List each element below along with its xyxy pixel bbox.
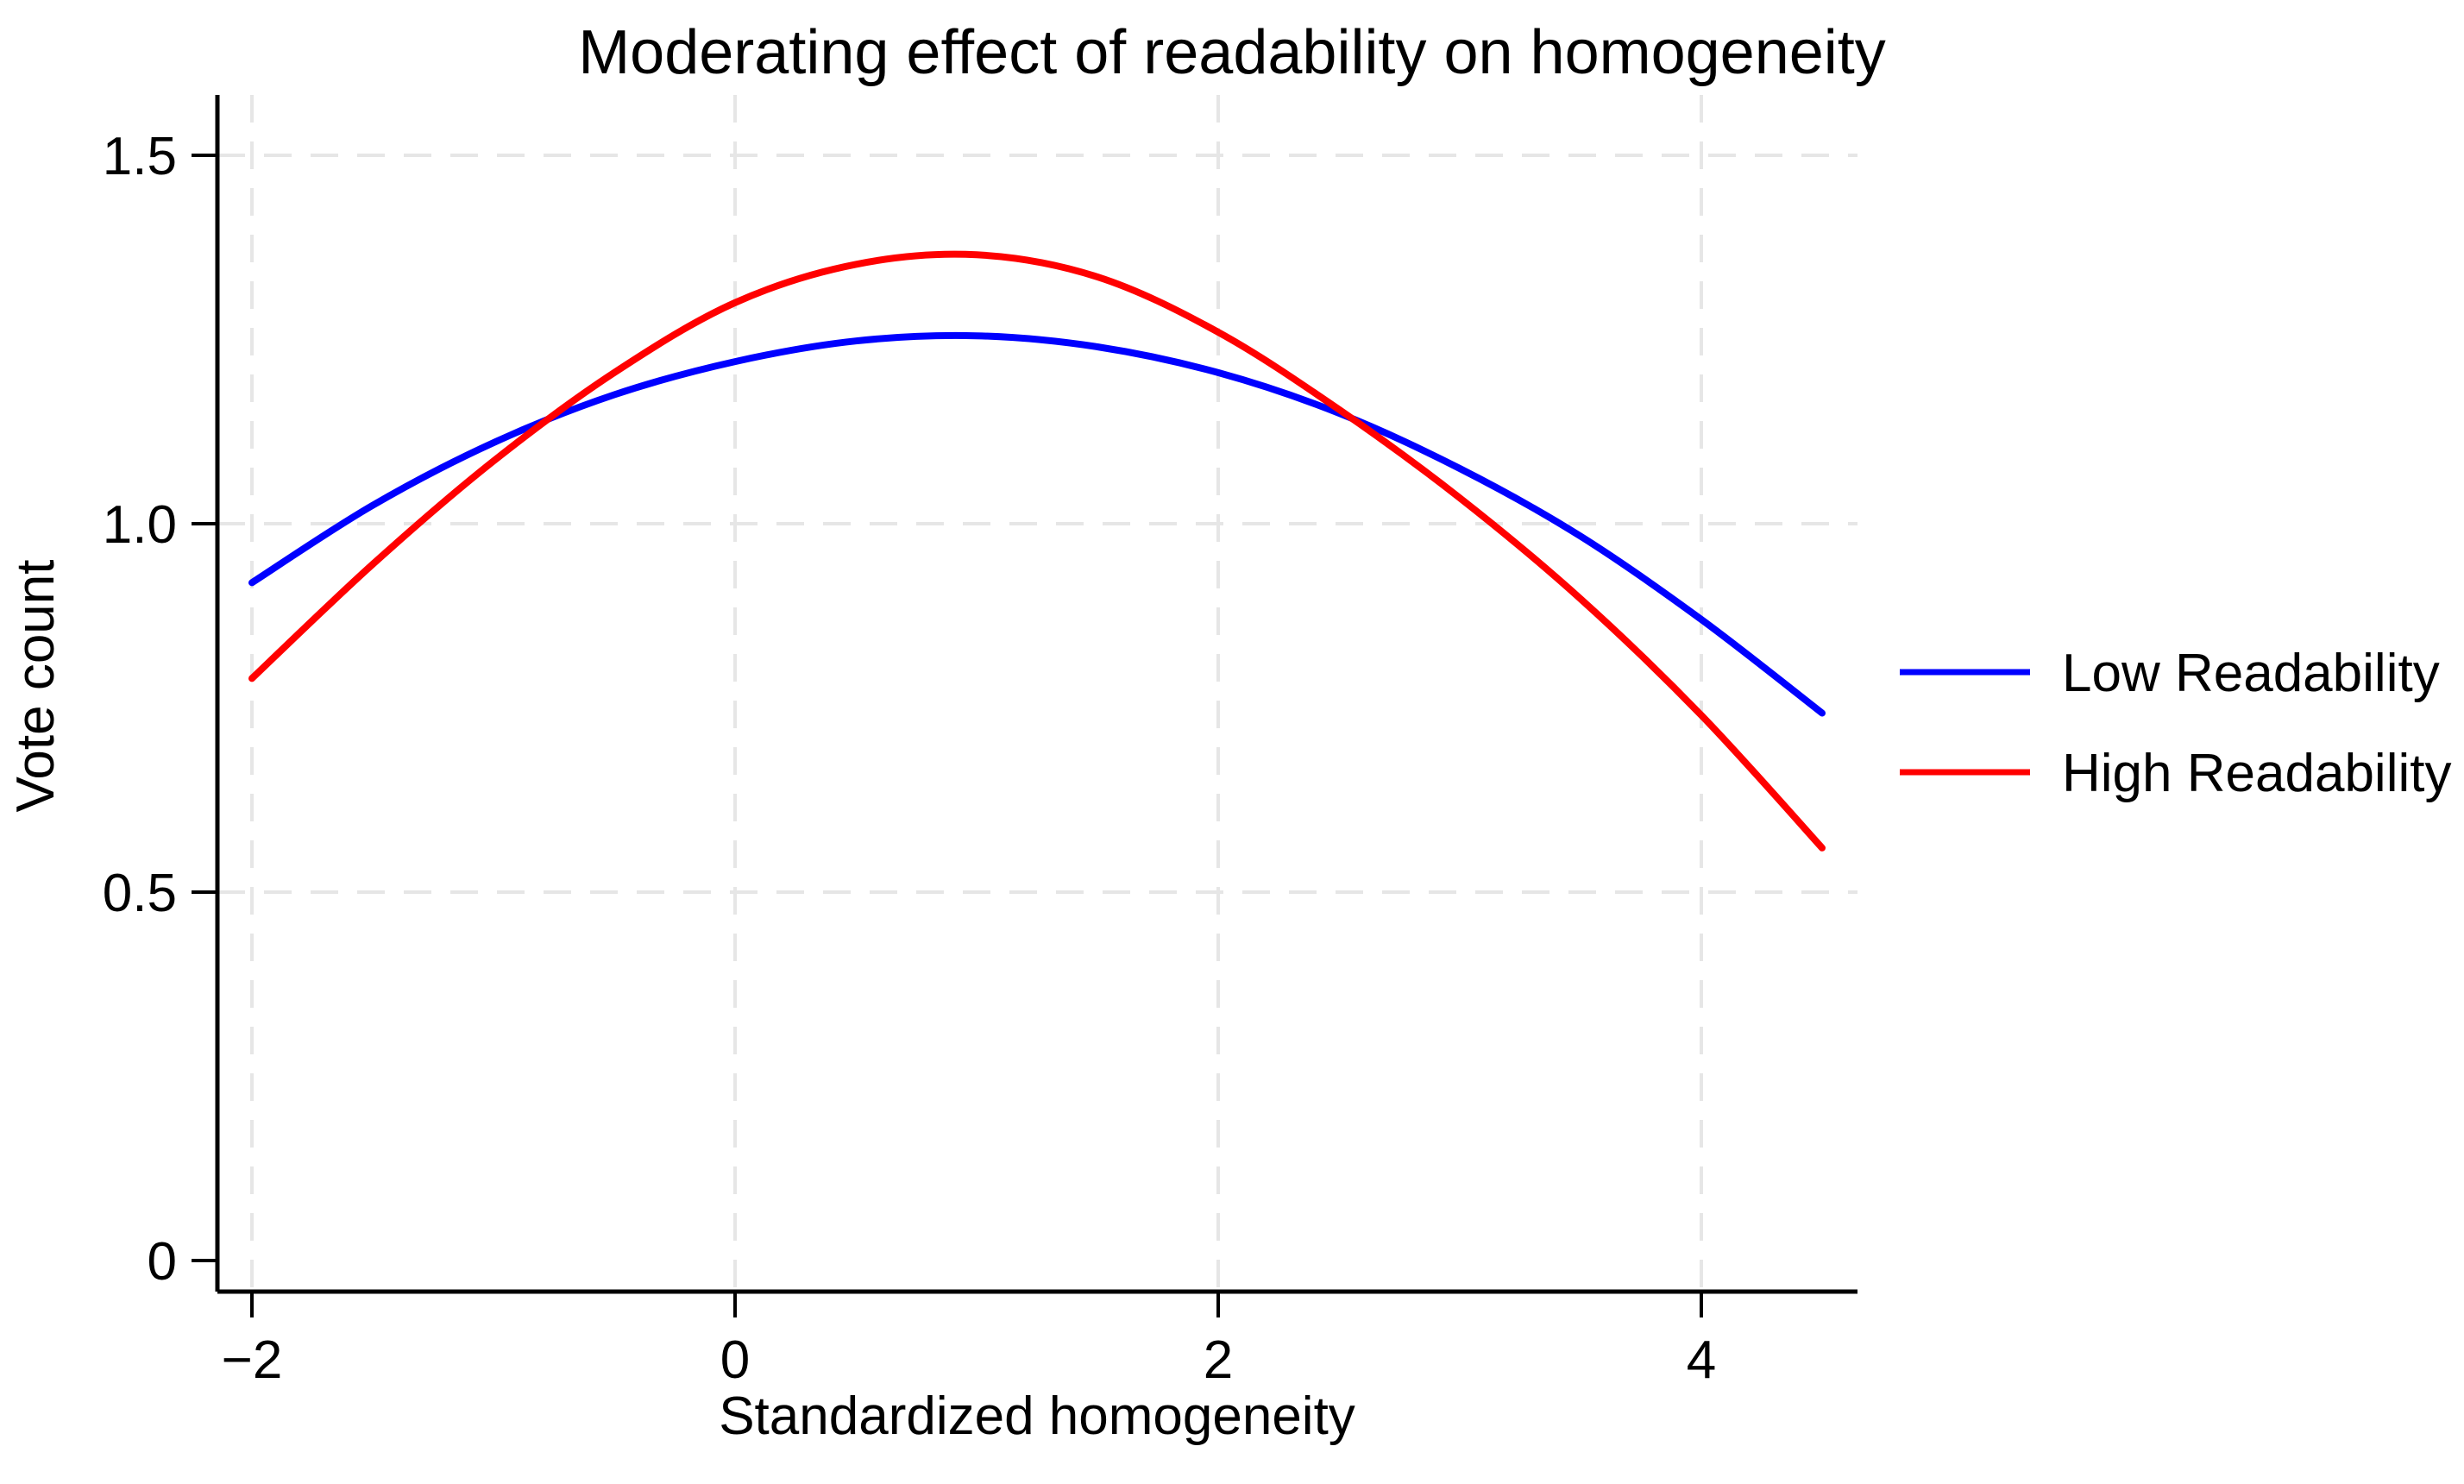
x-tick-label: 2 [1204, 1330, 1233, 1390]
y-tick-label: 0.5 [103, 864, 177, 923]
y-tick-labels: 0 0.5 1.0 1.5 [103, 127, 177, 1292]
legend-label-high-readability: High Readability [2062, 744, 2451, 803]
axes [215, 95, 1857, 1294]
legend: Low Readability High Readability [1900, 644, 2451, 803]
y-axis-label: Vote count [6, 559, 66, 812]
x-tick-label: 4 [1687, 1330, 1716, 1390]
legend-label-low-readability: Low Readability [2062, 644, 2440, 703]
curve-high-readability [248, 250, 1826, 852]
curve-low-readability [248, 331, 1826, 717]
x-axis-label: Standardized homogeneity [719, 1387, 1355, 1446]
y-tick-label: 0 [148, 1232, 177, 1292]
gridlines [217, 95, 1857, 1292]
chart-title: Moderating effect of readability on homo… [578, 18, 1886, 87]
legend-item-low-readability: Low Readability [1900, 644, 2440, 703]
y-tick-label: 1.5 [103, 127, 177, 186]
x-tick-label: 0 [720, 1330, 750, 1390]
x-tick-label: −2 [222, 1330, 283, 1390]
data-curves [248, 250, 1826, 852]
legend-item-high-readability: High Readability [1900, 744, 2451, 803]
y-tick-label: 1.0 [103, 495, 177, 555]
tick-marks [192, 154, 1703, 1317]
x-tick-labels: −2 0 2 4 [222, 1330, 1717, 1390]
